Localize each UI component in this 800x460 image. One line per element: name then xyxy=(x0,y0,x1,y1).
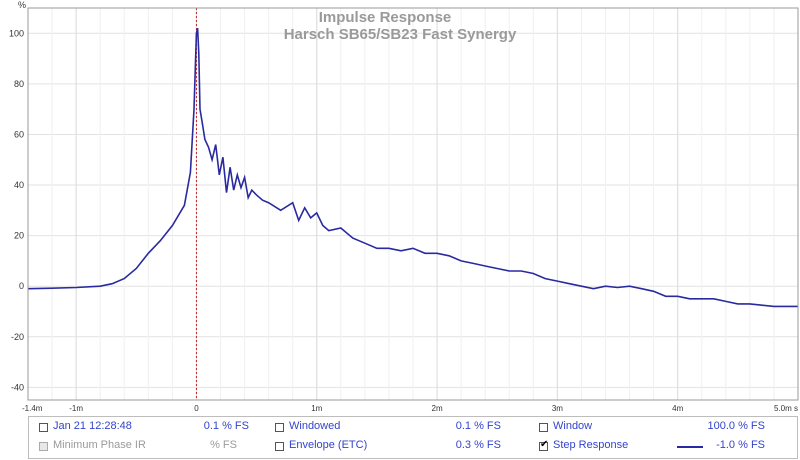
y-tick-labels: 100 80 60 40 20 0 -20 -40 xyxy=(9,28,24,392)
minimum-phase-checkbox[interactable] xyxy=(39,442,48,451)
y-tick-label: 40 xyxy=(14,180,24,190)
legend-value: 0.1 % FS xyxy=(203,420,249,432)
x-tick-label: 5.0m s xyxy=(774,404,798,413)
grid xyxy=(27,8,799,400)
step-response-series-line xyxy=(27,28,798,308)
legend-label: Jan 21 12:28:48 xyxy=(53,420,132,432)
checkmark-icon: ✔ xyxy=(540,439,549,450)
y-tick-label: -40 xyxy=(11,382,24,392)
legend-label: Envelope (ETC) xyxy=(289,439,368,451)
x-tick-label: 2m xyxy=(432,404,443,413)
legend-label: Step Response xyxy=(553,439,629,451)
envelope-checkbox[interactable] xyxy=(275,442,284,451)
legend-label: Minimum Phase IR xyxy=(53,439,146,451)
x-tick-label: -1.4m xyxy=(22,404,43,413)
window-checkbox[interactable] xyxy=(539,423,548,432)
y-tick-label: 0 xyxy=(19,281,24,291)
x-tick-label: 0 xyxy=(194,404,199,413)
y-axis-unit-label: % xyxy=(18,0,26,10)
legend-value: -1.0 % FS xyxy=(716,439,765,451)
step-response-checkbox[interactable]: ✔ xyxy=(539,439,549,451)
plot-border xyxy=(27,7,799,401)
series-color-swatch xyxy=(677,446,703,448)
x-tick-label: -1m xyxy=(69,404,83,413)
legend-panel: Jan 21 12:28:48 0.1 % FS Windowed 0.1 % … xyxy=(28,416,798,459)
x-tick-label: 4m xyxy=(672,404,683,413)
legend-value: 100.0 % FS xyxy=(707,420,765,432)
x-tick-label: 3m xyxy=(552,404,563,413)
legend-label: Windowed xyxy=(289,420,341,432)
legend-value: % FS xyxy=(210,439,237,451)
y-tick-label: 80 xyxy=(14,79,24,89)
legend-value: 0.1 % FS xyxy=(455,420,501,432)
y-tick-label: -20 xyxy=(11,332,24,342)
x-tick-labels: -1.4m -1m 0 1m 2m 3m 4m 5.0m s xyxy=(22,404,798,413)
measurement-checkbox[interactable] xyxy=(39,423,48,432)
windowed-checkbox[interactable] xyxy=(275,423,284,432)
chart-subtitle: Harsch SB65/SB23 Fast Synergy xyxy=(284,26,517,43)
legend-value: 0.3 % FS xyxy=(455,439,501,451)
y-tick-label: 20 xyxy=(14,231,24,241)
x-tick-label: 1m xyxy=(311,404,322,413)
impulse-response-chart: 100 80 60 40 20 0 -20 -40 -1.4m -1m 0 1m 2m 3m 4m 5.0m… xyxy=(9,0,799,413)
y-tick-label: 60 xyxy=(14,129,24,139)
legend-label: Window xyxy=(553,420,593,432)
chart-title: Impulse Response xyxy=(319,9,452,26)
y-tick-label: 100 xyxy=(9,28,24,38)
